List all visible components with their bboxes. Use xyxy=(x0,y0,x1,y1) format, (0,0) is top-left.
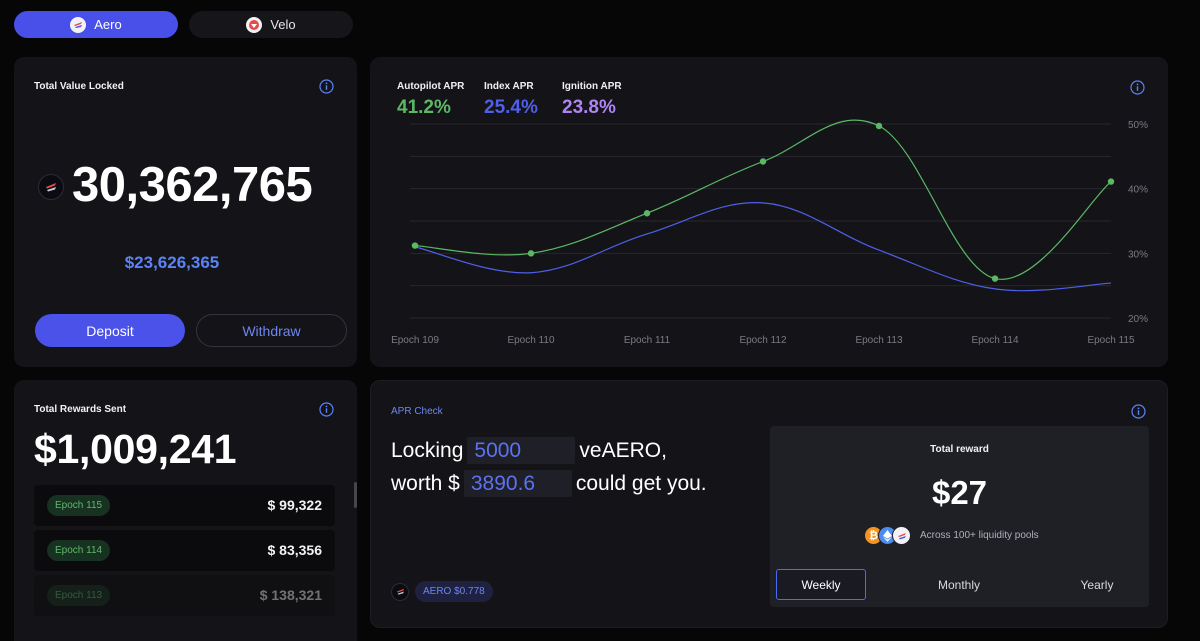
scrollbar-thumb[interactable] xyxy=(354,482,357,508)
locking-word: Locking xyxy=(391,438,464,462)
autopilot-apr-point xyxy=(1107,178,1115,185)
reward-row: Epoch 114 $ 83,356 xyxy=(34,530,335,571)
deposit-button[interactable]: Deposit xyxy=(35,314,185,347)
apr-line-chart: 50% 40% 30% 20% Epoch 109 Epoch 110 Epoch 111 E… xyxy=(391,119,1148,346)
y-tick-label: 20% xyxy=(1128,314,1148,325)
x-tick-label: Epoch 113 xyxy=(855,335,903,346)
token-text: veAERO, xyxy=(579,438,667,462)
tvl-usd-value: $23,626,365 xyxy=(124,253,220,272)
tab-aero-label: Aero xyxy=(94,17,122,32)
reward-row: Epoch 115 $ 99,322 xyxy=(34,485,335,526)
period-yearly-button[interactable]: Yearly xyxy=(1080,577,1114,592)
ignition-apr-value: 23.8% xyxy=(562,97,616,118)
ignition-apr-label: Ignition APR xyxy=(562,81,622,92)
period-monthly-button[interactable]: Monthly xyxy=(937,577,981,592)
rewards-title: Total Rewards Sent xyxy=(34,404,127,415)
autopilot-apr-point xyxy=(991,275,999,282)
autopilot-apr-point xyxy=(759,158,767,165)
velo-logo-icon xyxy=(246,16,263,33)
aero-logo-icon xyxy=(70,16,87,33)
y-tick-label: 30% xyxy=(1128,249,1148,260)
rewards-value: $1,009,241 xyxy=(34,426,237,472)
tvl-title: Total Value Locked xyxy=(34,81,124,92)
y-tick-label: 40% xyxy=(1128,185,1148,196)
aero-coin-icon xyxy=(38,174,64,200)
autopilot-apr-point xyxy=(875,122,883,130)
apr-chart-card: Autopilot APR 41.2% Index APR 25.4% Igni… xyxy=(370,57,1168,367)
aero-coin-icon xyxy=(391,582,409,601)
reward-row: Epoch 113 $ 138,321 xyxy=(34,575,335,616)
reward-panel: Total reward $27 ₿ Across 100+ liquidity… xyxy=(770,426,1149,607)
index-apr-label: Index APR xyxy=(484,81,534,92)
apr-check-card: APR Check Locking 5000 veAERO, worth $ 3… xyxy=(370,380,1168,628)
x-tick-label: Epoch 112 xyxy=(739,335,787,346)
tail-text: could get you. xyxy=(575,471,707,495)
x-tick-label: Epoch 114 xyxy=(971,335,1019,346)
period-weekly-button[interactable]: Weekly xyxy=(776,569,866,600)
autopilot-apr-line xyxy=(414,119,1112,280)
locking-sentence: Locking 5000 veAERO, xyxy=(391,437,667,464)
epoch-badge: Epoch 114 xyxy=(47,540,111,561)
autopilot-apr-value: 41.2% xyxy=(397,97,451,118)
tvl-value: 30,362,765 xyxy=(72,158,313,212)
y-tick-label: 50% xyxy=(1128,120,1148,131)
index-apr-line xyxy=(414,202,1112,292)
tab-aero[interactable]: Aero xyxy=(14,11,178,38)
worth-sentence: worth $ 3890.6 could get you. xyxy=(391,470,707,497)
aero-price: AERO $0.778 xyxy=(415,581,493,602)
aero-token-icon xyxy=(892,526,911,545)
reward-value: $27 xyxy=(931,474,988,511)
reward-amount: $ 99,322 xyxy=(267,497,323,513)
tvl-card: Total Value Locked 30,362,765 $23,626,36… xyxy=(14,57,357,367)
info-icon[interactable] xyxy=(1131,404,1146,419)
autopilot-apr-point xyxy=(643,210,651,217)
worth-word: worth $ xyxy=(391,471,460,495)
x-tick-label: Epoch 115 xyxy=(1087,335,1135,346)
epoch-badge: Epoch 115 xyxy=(47,495,111,516)
autopilot-apr-point xyxy=(527,250,535,257)
reward-title: Total reward xyxy=(930,444,989,455)
pools-text: Across 100+ liquidity pools xyxy=(920,530,1039,541)
info-icon[interactable] xyxy=(1130,80,1145,95)
index-apr-value: 25.4% xyxy=(484,97,538,118)
lock-amount-input[interactable]: 5000 xyxy=(467,437,576,464)
autopilot-apr-label: Autopilot APR xyxy=(397,81,465,92)
rewards-card: Total Rewards Sent $1,009,241 Epoch 115 … xyxy=(14,380,357,641)
tab-velo[interactable]: Velo xyxy=(189,11,353,38)
aero-price-chip: AERO $0.778 xyxy=(391,581,493,602)
pools-info: ₿ Across 100+ liquidity pools xyxy=(864,526,1039,545)
reward-amount: $ 83,356 xyxy=(267,542,323,558)
withdraw-button[interactable]: Withdraw xyxy=(196,314,347,347)
info-icon[interactable] xyxy=(319,402,334,417)
reward-amount: $ 138,321 xyxy=(259,587,322,603)
info-icon[interactable] xyxy=(319,79,334,94)
worth-value-input[interactable]: 3890.6 xyxy=(463,470,572,497)
epoch-badge: Epoch 113 xyxy=(47,585,111,606)
x-tick-label: Epoch 109 xyxy=(391,335,439,346)
x-tick-label: Epoch 110 xyxy=(507,335,555,346)
apr-check-title: APR Check xyxy=(391,406,443,417)
tab-velo-label: Velo xyxy=(270,17,296,32)
x-tick-label: Epoch 111 xyxy=(624,335,671,346)
autopilot-apr-point xyxy=(411,242,419,249)
